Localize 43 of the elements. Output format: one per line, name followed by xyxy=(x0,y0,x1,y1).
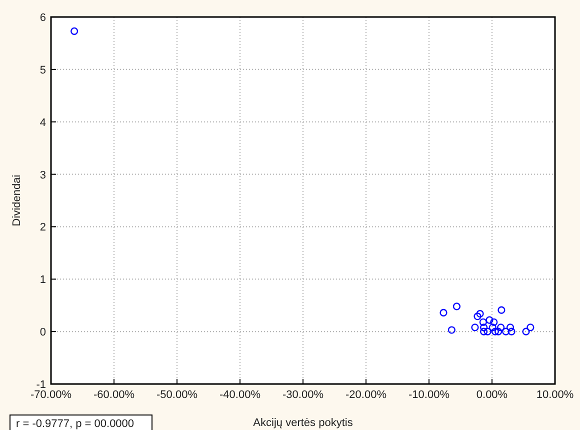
point xyxy=(448,326,456,334)
x-tick-label: -50.00% xyxy=(156,389,198,401)
x-tick-label: -60.00% xyxy=(94,389,135,401)
point xyxy=(526,324,534,332)
x-tick-label: -20.00% xyxy=(346,389,387,401)
point xyxy=(498,306,506,314)
point xyxy=(471,324,479,332)
x-tick-label: -70.00% xyxy=(30,389,72,401)
point xyxy=(474,312,482,320)
point xyxy=(476,310,484,318)
point xyxy=(522,328,530,336)
y-axis-title: Dividendai xyxy=(11,174,23,226)
y-tick-label: 1 xyxy=(40,274,46,286)
point xyxy=(70,27,78,35)
y-tick-label: 5 xyxy=(40,64,46,76)
x-tick-label: 10.00% xyxy=(536,389,574,401)
x-axis-title: Akcijų vertės pokytis xyxy=(253,417,354,429)
y-tick-label: -1 xyxy=(36,379,46,391)
y-tick-label: 6 xyxy=(40,12,46,24)
point xyxy=(480,324,488,332)
y-tick-label: 2 xyxy=(40,222,46,234)
point xyxy=(502,328,510,336)
point xyxy=(494,328,502,336)
point xyxy=(452,302,461,310)
text: r = -0.9777, p = 00.0000 xyxy=(16,418,134,430)
point xyxy=(506,324,514,332)
point xyxy=(488,324,496,332)
point xyxy=(479,318,487,326)
point xyxy=(480,328,488,336)
x-tick-label: -10.00% xyxy=(408,389,450,401)
point xyxy=(508,328,516,336)
point xyxy=(491,328,499,336)
x-tick-label: -40.00% xyxy=(220,389,261,401)
x-tick-label: -30.00% xyxy=(282,389,324,401)
point xyxy=(486,316,494,324)
point xyxy=(484,328,492,336)
y-tick-label: 4 xyxy=(40,116,46,129)
point xyxy=(490,318,498,326)
point xyxy=(440,308,448,316)
x-tick-label: 0.00% xyxy=(476,389,508,401)
point xyxy=(497,324,505,332)
y-tick-label: 0 xyxy=(40,326,46,339)
y-tick-label: 3 xyxy=(40,169,46,182)
